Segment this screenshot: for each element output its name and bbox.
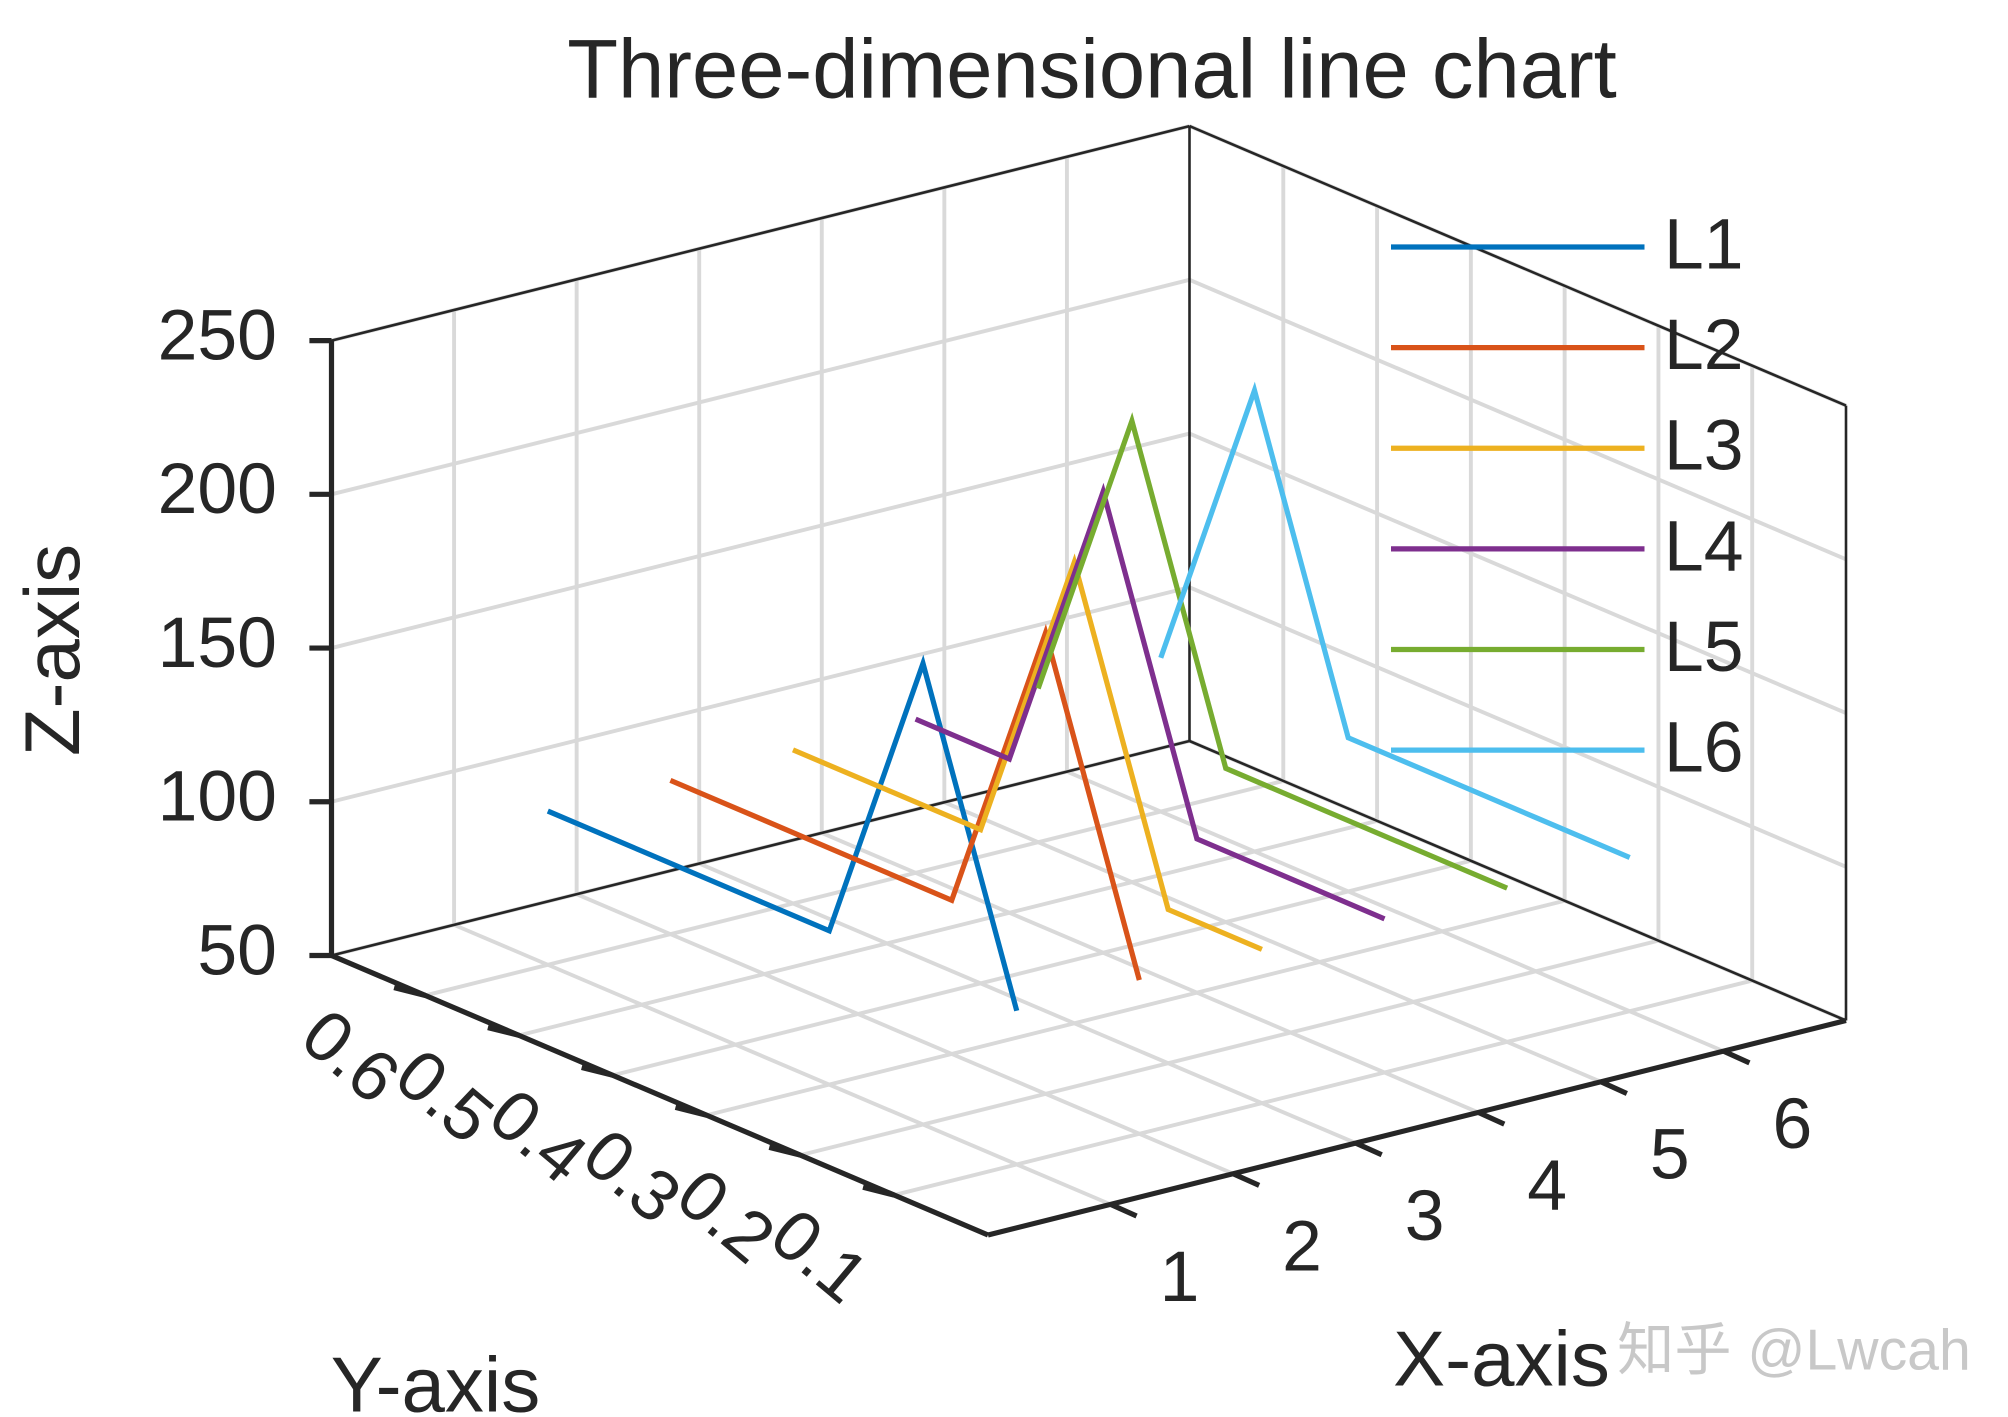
y-tick [487, 1025, 520, 1038]
plot-area: Three-dimensional line chart Z-axis Y-ax… [8, 22, 1971, 1417]
legend-label: L3 [1664, 406, 1744, 486]
y-axis-label: Y-axis [331, 1341, 541, 1417]
data-line [791, 553, 1263, 952]
x-tick [1232, 1171, 1261, 1188]
grid-line [424, 779, 1284, 998]
grid-line [706, 898, 1566, 1118]
z-tick-label: 100 [158, 757, 277, 837]
data-line [669, 623, 1142, 981]
box-edge [1188, 739, 1847, 1022]
legend-label: L4 [1664, 506, 1744, 586]
x-tick-label: 3 [1405, 1176, 1445, 1256]
grid-line [1066, 769, 1725, 1053]
grid-line [821, 831, 1480, 1115]
y-tick [862, 1184, 895, 1198]
x-tick-label: 4 [1527, 1145, 1567, 1225]
x-axis-label: X-axis [1393, 1315, 1610, 1403]
grid-line [331, 585, 1190, 804]
x-tick [1477, 1110, 1506, 1127]
data-line [1158, 381, 1631, 860]
grid-line [1188, 431, 1847, 715]
chart-title: Three-dimensional line chart [567, 22, 1617, 115]
z-tick-label: 50 [197, 910, 277, 990]
grid-line [331, 277, 1190, 497]
legend-label: L2 [1664, 305, 1744, 385]
grid-line [1188, 585, 1847, 869]
x-tick [1722, 1048, 1751, 1066]
grid-line [1188, 278, 1847, 562]
z-axis-label: Z-axis [8, 544, 96, 756]
legend-label: L1 [1664, 204, 1744, 284]
z-tick-label: 250 [158, 295, 277, 375]
grid-line [893, 978, 1753, 1197]
grid-line [799, 938, 1659, 1158]
y-tick [674, 1104, 708, 1118]
x-tick-label: 1 [1160, 1237, 1200, 1317]
grid-line [698, 861, 1357, 1145]
box-edge [1188, 124, 1847, 407]
y-axis [330, 953, 990, 1238]
x-tick [1354, 1140, 1383, 1158]
y-tick [581, 1064, 614, 1078]
x-tick-label: 5 [1650, 1115, 1690, 1195]
grid-line [331, 431, 1190, 650]
data-line [1035, 412, 1509, 891]
x-tick-label: 2 [1282, 1207, 1322, 1287]
grid-line [943, 800, 1602, 1084]
x-tick [1109, 1201, 1138, 1219]
legend-label: L6 [1664, 708, 1744, 788]
x-tick [1599, 1079, 1628, 1096]
watermark: 知乎 @Lwcah [1617, 1319, 1971, 1383]
z-tick-label: 200 [158, 449, 277, 529]
data-line [914, 482, 1386, 922]
z-tick-label: 150 [158, 603, 277, 683]
y-tick [768, 1144, 802, 1158]
legend-label: L5 [1664, 607, 1744, 687]
grid-line [453, 923, 1112, 1207]
x-tick-label: 6 [1772, 1084, 1812, 1164]
box-edge [331, 124, 1190, 342]
box-edge [331, 739, 1190, 957]
data-line [546, 654, 1020, 1012]
x-axis [987, 1017, 1847, 1238]
grid-line [575, 892, 1234, 1176]
y-tick [393, 985, 426, 998]
